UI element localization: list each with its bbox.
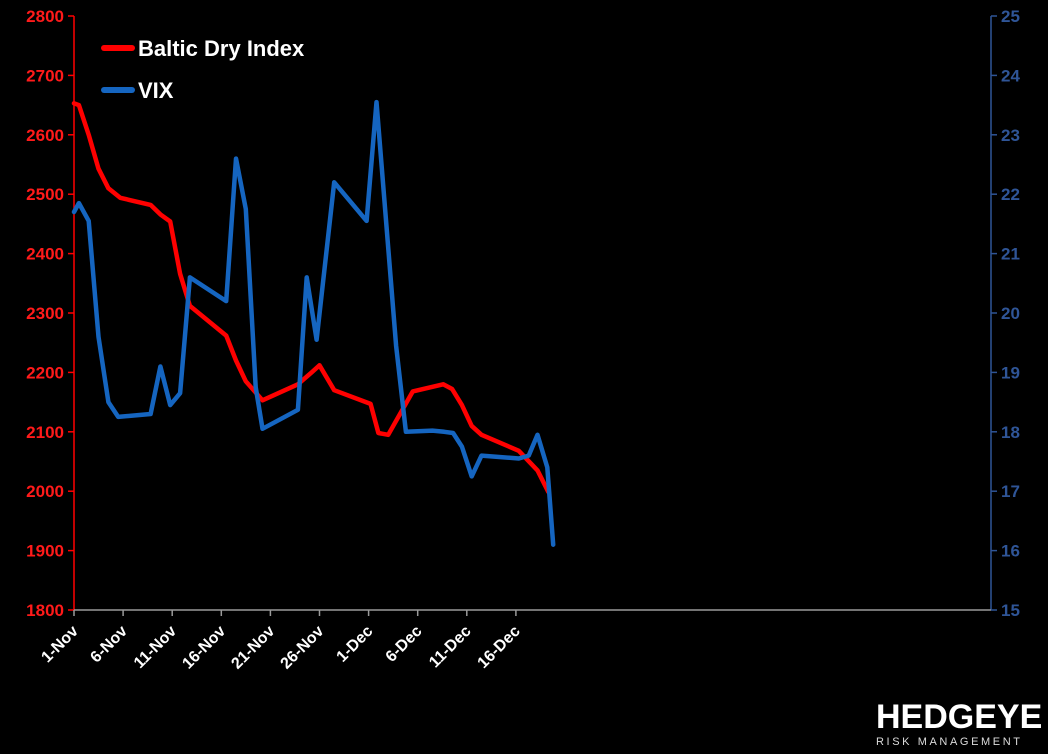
hedgeye-logo: HEDGEYE RISK MANAGEMENT [876, 698, 1042, 748]
right-tick-label: 21 [1001, 245, 1020, 264]
legend-label: VIX [138, 78, 174, 103]
left-tick-label: 2800 [26, 7, 64, 26]
series-layer [71, 99, 556, 547]
left-tick-label: 2300 [26, 304, 64, 323]
right-tick-label: 25 [1001, 7, 1020, 26]
left-tick-label: 2400 [26, 245, 64, 264]
legend-label: Baltic Dry Index [138, 36, 305, 61]
right-tick-label: 16 [1001, 542, 1020, 561]
logo-main-text: HEDGEYE [876, 698, 1042, 736]
right-tick-label: 19 [1001, 363, 1020, 382]
right-tick-label: 20 [1001, 304, 1020, 323]
right-tick-label: 15 [1001, 601, 1020, 620]
left-tick-label: 2100 [26, 423, 64, 442]
left-tick-label: 2500 [26, 185, 64, 204]
left-tick-label: 2600 [26, 126, 64, 145]
logo-sub-text: RISK MANAGEMENT [876, 736, 1023, 748]
left-tick-label: 1800 [26, 601, 64, 620]
right-tick-label: 23 [1001, 126, 1020, 145]
right-tick-label: 24 [1001, 66, 1020, 85]
right-tick-label: 17 [1001, 482, 1020, 501]
legend: Baltic Dry Index VIX [101, 36, 305, 103]
left-tick-label: 1900 [26, 542, 64, 561]
left-tick-label: 2700 [26, 66, 64, 85]
right-tick-label: 18 [1001, 423, 1020, 442]
series-line-vix [71, 99, 556, 547]
right-tick-label: 22 [1001, 185, 1020, 204]
left-tick-label: 2000 [26, 482, 64, 501]
left-tick-label: 2200 [26, 363, 64, 382]
